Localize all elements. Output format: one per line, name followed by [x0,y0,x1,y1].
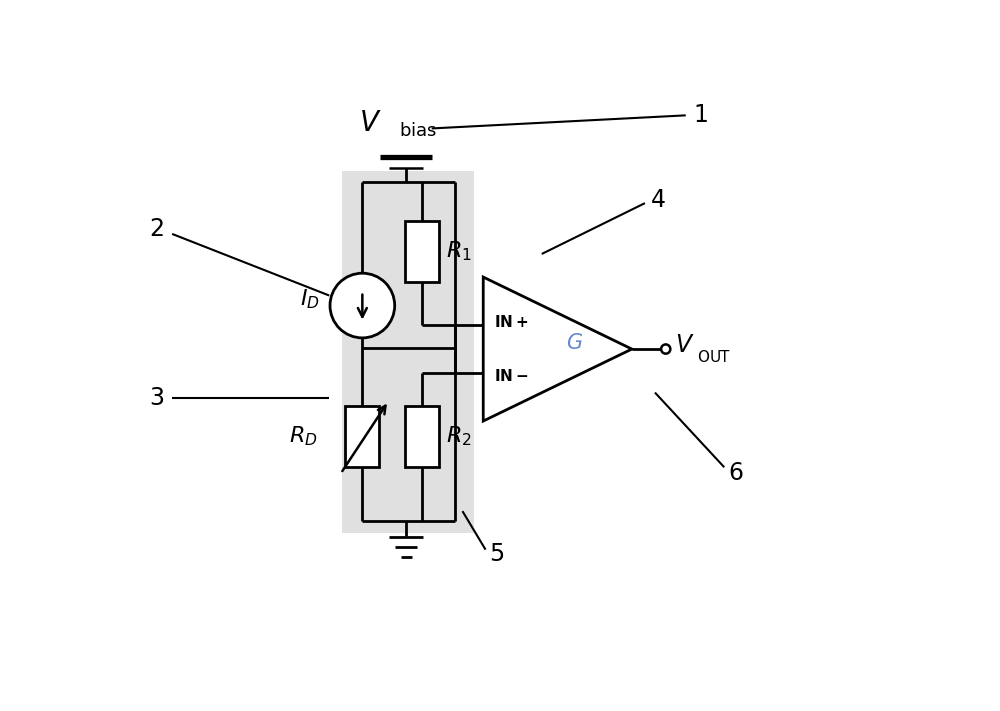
Text: $I_D$: $I_D$ [300,287,320,311]
Text: $\mathbf{IN+}$: $\mathbf{IN+}$ [494,314,529,330]
Text: 2: 2 [149,217,164,240]
Circle shape [330,273,395,338]
Text: $G$: $G$ [566,333,583,353]
Text: $R_2$: $R_2$ [446,424,472,448]
Text: 4: 4 [651,188,666,212]
Circle shape [661,344,670,353]
Text: $V$: $V$ [359,109,381,137]
Bar [345,406,379,467]
Text: $\mathrm{bias}$: $\mathrm{bias}$ [399,122,436,140]
Text: $V$: $V$ [675,334,695,358]
Text: $R_1$: $R_1$ [446,240,472,264]
Text: 5: 5 [489,542,505,566]
Text: 3: 3 [149,386,164,410]
Text: $\mathbf{IN-}$: $\mathbf{IN-}$ [494,368,529,384]
Text: $\mathrm{OUT}$: $\mathrm{OUT}$ [697,348,732,365]
Bar [405,406,439,467]
Bar [342,171,474,533]
Bar [405,221,439,282]
Text: 6: 6 [728,461,743,485]
Polygon shape [483,277,632,421]
Text: $R_D$: $R_D$ [289,424,318,448]
Text: 1: 1 [694,103,709,127]
